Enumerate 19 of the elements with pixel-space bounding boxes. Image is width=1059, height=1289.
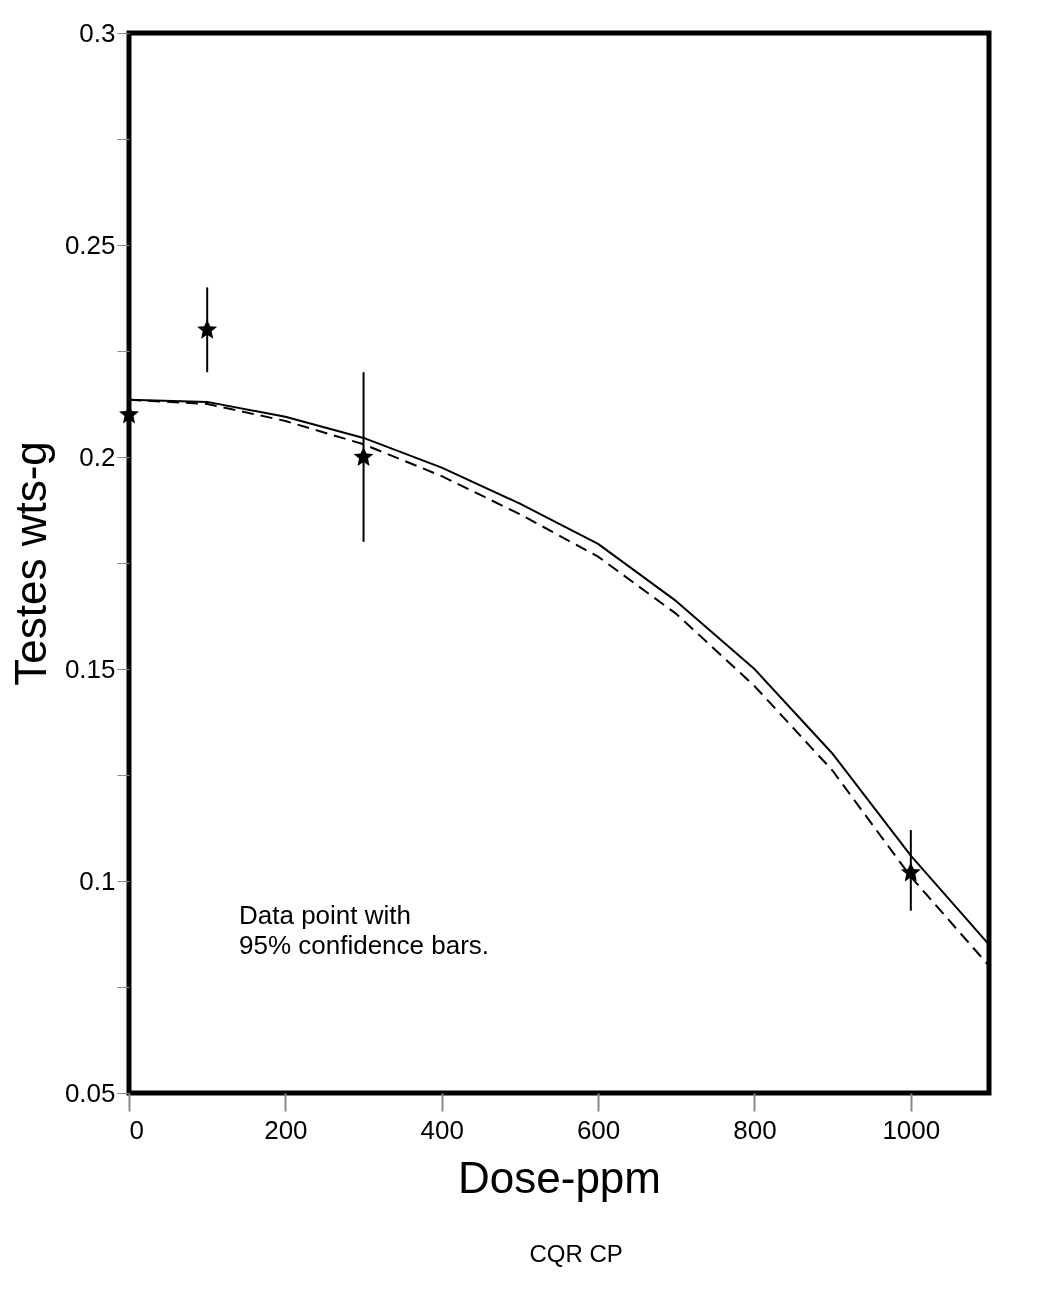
x-tick-label: 200: [264, 1114, 308, 1145]
x-tick-label: 800: [733, 1114, 777, 1145]
x-tick-label: 1000: [882, 1114, 941, 1145]
point: [353, 447, 374, 466]
x-tick-label: 400: [420, 1114, 464, 1145]
y-tick-label: 0.2: [79, 441, 116, 472]
y-tick-label: 0.25: [64, 229, 116, 260]
annotation: Data point with 95% confidence bars.: [239, 900, 490, 960]
y-tick-label: 0.15: [64, 653, 116, 684]
y-tick-label: 0.1: [79, 865, 116, 896]
x-tick-label: 600: [576, 1114, 621, 1145]
point: [900, 862, 921, 882]
x-axis-title: Dose-ppm: [458, 1152, 661, 1202]
x-tick-label: 0: [129, 1114, 144, 1145]
point: [197, 319, 218, 339]
text: CQR CP: [529, 1240, 623, 1267]
y-axis-title: Testes wts-g: [5, 441, 55, 686]
y-tick-label: 0.05: [64, 1077, 116, 1108]
y-tick-label: 0.3: [79, 17, 116, 48]
